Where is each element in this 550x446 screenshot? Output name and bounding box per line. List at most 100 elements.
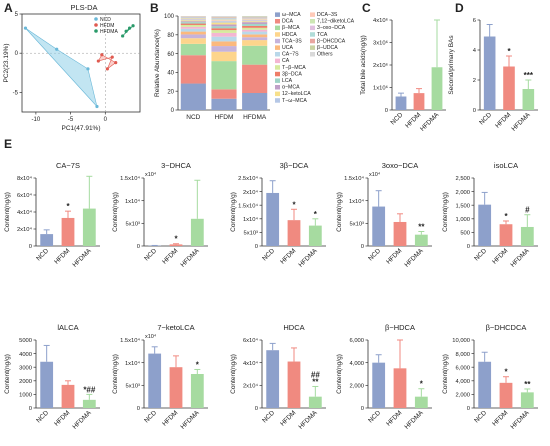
bar-E6-HFDMA [82,399,96,408]
bar-E2-HFDMA [190,218,204,246]
stack-segment-HFDM [211,36,237,42]
stack-segment-HFDMA [242,45,268,65]
stack-segment-HFDM [211,32,237,37]
y-tick-label-E6: 0 [29,406,32,412]
y-tick-label-E2: 0 [137,244,140,250]
stack-segment-NCD [180,31,206,35]
stack-segment-HFDMA [242,37,268,41]
y-axis-label-B: Relative Abundance(%) [154,29,161,97]
legend-label-B: DCA−3S [317,12,338,18]
y-tick-label-B: 20 [167,89,174,95]
significance-E5-HFDM: * [504,212,508,221]
chart-title-E8: HDCA [283,323,304,332]
point-HFDM [105,67,109,71]
legend-swatch-B [310,52,315,57]
bar-D-HFDMA [522,89,535,110]
stack-segment-HFDM [211,98,237,110]
y-tick-label-E8: 0 [255,406,258,412]
y-tick-label-C: 2x10⁶ [373,62,389,69]
legend-swatch-B [275,85,280,90]
y-tick-label-E7: 1.5x10⁴ [120,337,140,344]
x-tick-label-E10: HFDMA [509,409,531,431]
y-tick-label-E5: 1,000 [455,217,470,223]
y-tick-label-E1: 6x10⁴ [17,192,33,199]
chart-title-E10: β−DHCDCA [486,323,527,332]
stack-segment-HFDMA [242,92,268,110]
bar-D-HFDM [503,66,515,110]
y-axis-label-E5: Content(ng/g) [442,192,449,232]
chart-title-E4: 3oxo−DCA [382,161,418,170]
bar-E6-NCD [40,361,54,408]
x-tick-label-E8: NCD [261,409,276,424]
point-HFDMA [131,24,135,28]
y-tick-label-E9: 6,000 [349,338,364,344]
legend-label-B: TCA−3S [282,38,302,44]
bar-E5-HFDMA [520,226,534,246]
y-tick-label-E3: 5x10³ [243,231,258,237]
y-tick-label-C: 0 [385,108,388,114]
y-axis-label-E10: Content(ng/g) [442,354,449,394]
stack-segment-NCD [180,28,206,32]
y-tick-label-D: 6 [473,18,476,24]
stack-segment-HFDM [211,19,237,21]
panel-letter-E: E [4,137,12,151]
panel-letter-D: D [455,1,464,15]
x-axis-label-A: PC1(47.91%) [61,125,100,132]
legend-swatch-B [310,38,315,44]
bar-E7-HFDM [169,367,183,408]
y-tick-label-E2: 5x10³ [125,222,140,228]
y-tick-label-C: 1x10⁶ [373,85,389,92]
x-tick-label-E8: HFDM [279,409,297,427]
stack-segment-HFDM [211,17,237,19]
legend-swatch-B [275,45,280,50]
stack-segment-NCD [180,18,206,20]
bar-E10-HFDM [499,382,513,408]
legend-label-B: UCA [282,45,293,51]
legend-label-B: T−β−MCA [282,65,306,71]
stack-segment-HFDMA [242,18,268,20]
legend-swatch-B [275,12,280,17]
y-tick-label-B: 100 [164,14,175,20]
y-tick-label-E1: 4x10⁴ [17,209,33,216]
legend-label-B: DCA [282,19,293,25]
y-tick-label-E1: 2x10⁴ [17,226,33,233]
y-tick-label-D: 4 [473,48,477,54]
legend-label-A-HFDMA: HFDMA [100,29,118,35]
legend-swatch-B [310,19,315,24]
legend-swatch-B [275,52,280,57]
chart-title-E5: isoLCA [494,161,518,170]
x-tick-label-E9: NCD [367,409,382,424]
y-axis-label-D: Second/primary BAs [448,35,455,95]
stack-segment-HFDMA [242,27,268,30]
point-NCD [55,47,59,51]
bar-E7-HFDMA [190,374,204,408]
significance-E9-HFDMA: * [420,380,424,389]
stack-segment-HFDMA [242,17,268,19]
y-tick-label-E5: 0 [467,244,470,250]
chart-title-E9: β−HDCA [385,323,415,332]
bar-E5-NCD [478,204,492,246]
bar-E3-NCD [266,192,280,246]
x-tick-label-E1: HFDM [53,247,71,265]
bar-E1-NCD [40,234,54,246]
y-tick-label-A: 0 [15,51,19,57]
bar-E1-HFDM [61,217,75,246]
y-axis-label-E1: Content(ng/g) [4,192,11,232]
y-tick-label-A: 5 [15,12,19,18]
stack-segment-HFDMA [242,64,268,93]
y-tick-label-C: 3x10⁶ [373,40,389,47]
stack-segment-HFDMA [242,20,268,22]
stack-segment-HFDM [211,17,237,18]
legend-swatch-B [275,25,280,31]
y-tick-label-B: 60 [167,52,174,58]
legend-swatch-B [275,19,280,24]
y-tick-label-E6: 2000 [19,379,32,385]
x-tick-label-C: HFDMA [419,111,441,133]
y-tick-label-E4: 1.5x10⁴ [344,175,364,182]
x-tick-label-E2: HFDMA [179,247,201,269]
y-axis-label-E4: Content(ng/g) [336,192,343,232]
x-tick-label-E4: HFDMA [403,247,425,269]
y-tick-label-E10: 2,000 [455,393,470,399]
x-tick-label-B: NCD [186,114,200,121]
y-tick-label-D: 2 [473,78,476,84]
